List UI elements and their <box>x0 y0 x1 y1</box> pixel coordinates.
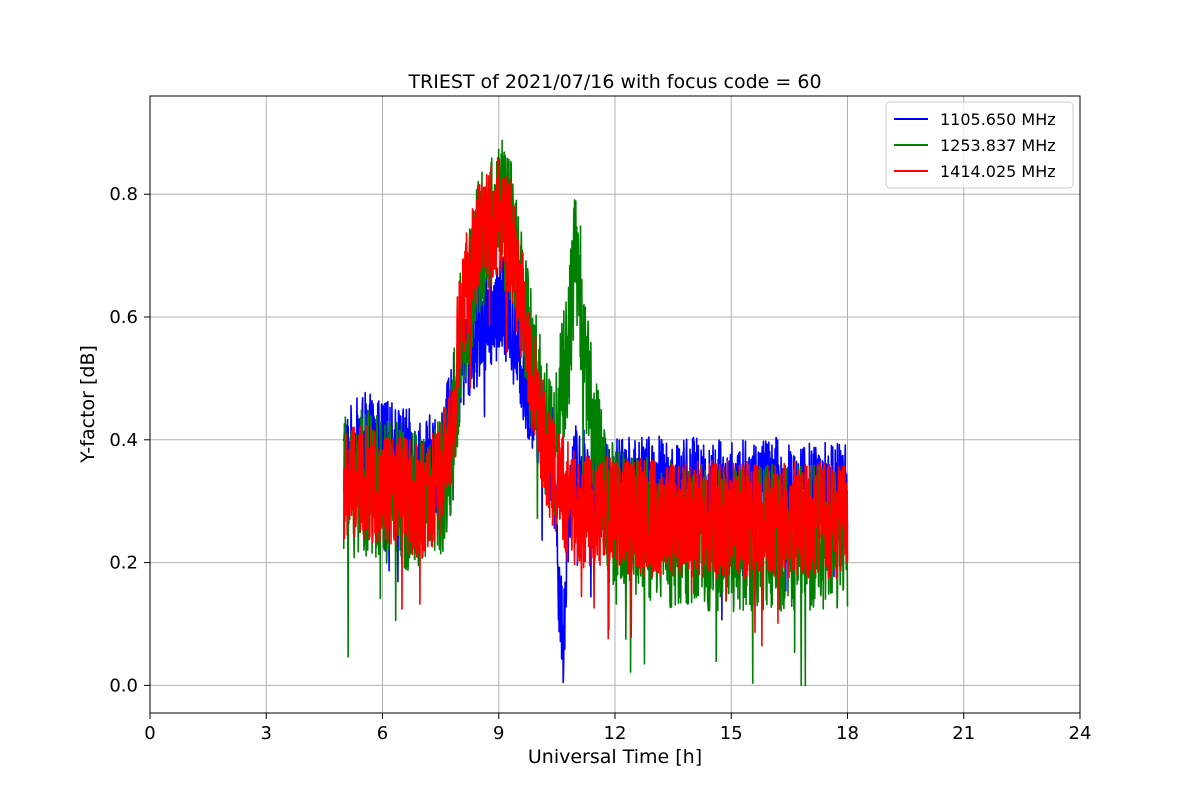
x-tick-label: 15 <box>720 723 743 744</box>
x-tick-label: 6 <box>377 723 388 744</box>
legend-label: 1253.837 MHz <box>940 136 1056 155</box>
x-tick-label: 12 <box>604 723 627 744</box>
chart-title: TRIEST of 2021/07/16 with focus code = 6… <box>407 71 821 93</box>
y-axis: 0.0 0.2 0.4 0.6 0.8 <box>109 184 150 696</box>
x-tick-label: 21 <box>952 723 975 744</box>
y-tick-label: 0.0 <box>109 675 138 696</box>
series-line <box>342 156 849 647</box>
y-tick-label: 0.8 <box>109 184 138 205</box>
legend-box <box>885 101 1074 189</box>
x-tick-label: 3 <box>261 723 272 744</box>
x-tick-label: 18 <box>836 723 859 744</box>
legend: 1105.650 MHz 1253.837 MHz 1414.025 MHz <box>885 101 1074 189</box>
y-tick-label: 0.2 <box>109 553 138 574</box>
x-tick-label: 9 <box>493 723 504 744</box>
x-axis: 0 3 6 9 12 15 18 21 24 <box>144 713 1091 744</box>
y-tick-label: 0.4 <box>109 430 138 451</box>
legend-label: 1414.025 MHz <box>940 162 1056 181</box>
series-layer <box>342 139 849 687</box>
y-axis-label: Y-factor [dB] <box>77 345 99 464</box>
legend-label: 1105.650 MHz <box>940 110 1056 129</box>
y-tick-label: 0.6 <box>109 307 138 328</box>
x-axis-label: Universal Time [h] <box>528 746 702 768</box>
x-tick-label: 0 <box>144 723 155 744</box>
x-tick-label: 24 <box>1069 723 1092 744</box>
